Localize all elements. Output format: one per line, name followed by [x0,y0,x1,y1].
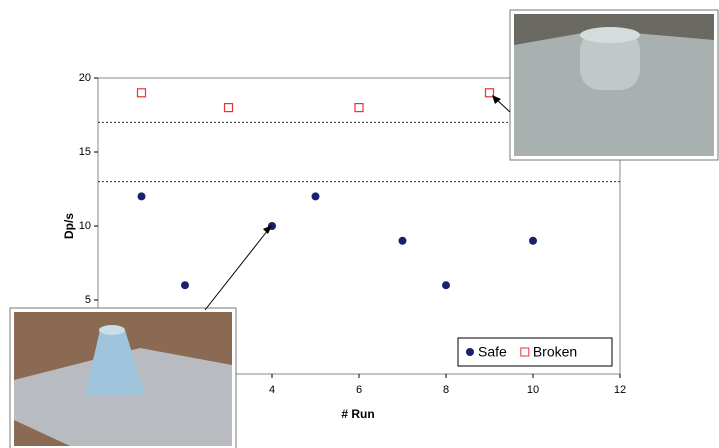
legend-symbol [466,348,474,356]
point [311,192,320,201]
y-tick-label: 20 [79,72,91,84]
arrow-head [492,95,501,104]
point [354,102,364,113]
point [136,88,147,98]
y-tick-label: 5 [85,294,91,306]
y-axis-label: Dp/s [62,213,76,239]
sheet [514,30,714,156]
x-tick-label: 8 [443,384,449,396]
legend-label: Broken [533,344,577,360]
y-tick-label: 15 [79,146,91,158]
dome-top [99,325,125,335]
x-tick-label: 10 [527,384,539,396]
legend-box [457,337,613,367]
photo [509,9,719,161]
x-tick-label: 4 [269,384,275,396]
cup [580,30,640,90]
x-tick-label: 6 [356,384,362,396]
point [181,281,189,290]
point [398,236,407,245]
dome [85,330,145,395]
arrow [204,229,269,311]
x-axis-label: # Run [341,407,374,421]
point [529,236,537,245]
point [442,281,450,290]
cup-top [580,27,640,43]
arrow-head [263,225,272,234]
sheet [14,348,232,446]
y-tick-label: 10 [79,220,91,232]
legend-label: Safe [478,344,507,360]
legend-symbol [520,347,530,357]
x-tick-label: 12 [614,384,626,396]
photo [9,307,237,448]
point [223,102,234,113]
point [137,192,146,201]
point [484,88,495,98]
